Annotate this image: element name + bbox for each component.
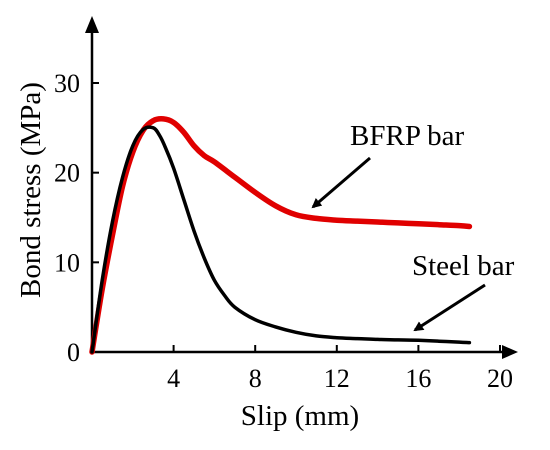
- x-tick-label: 16: [405, 364, 431, 393]
- steel-annotation-label: Steel bar: [412, 250, 515, 282]
- x-tick-label: 12: [324, 364, 350, 393]
- x-tick-label: 20: [487, 364, 513, 393]
- bfrp-bar-line: [89, 116, 473, 355]
- y-axis-arrowhead: [85, 16, 99, 33]
- x-axis-arrowhead: [502, 345, 518, 359]
- y-axis-title: Bond stress (MPa): [15, 82, 47, 298]
- y-tick-label: 20: [54, 159, 80, 188]
- y-tick-label: 10: [54, 248, 80, 277]
- bfrp-annotation-arrow: [311, 156, 371, 209]
- y-tick-label: 0: [67, 338, 80, 367]
- series-layer: [89, 116, 473, 355]
- bfrp-annotation-label: BFRP bar: [350, 120, 464, 152]
- tick-marks: [92, 82, 501, 352]
- steel-bar-line: [90, 125, 472, 354]
- steel-annotation-arrow: [413, 283, 486, 332]
- tick-labels: 4 8 12 16 20 0 10 20 30: [54, 69, 513, 393]
- y-tick-label: 30: [54, 69, 80, 98]
- x-tick-label: 8: [249, 364, 262, 393]
- x-axis-title: Slip (mm): [241, 400, 359, 432]
- x-tick-label: 4: [167, 364, 180, 393]
